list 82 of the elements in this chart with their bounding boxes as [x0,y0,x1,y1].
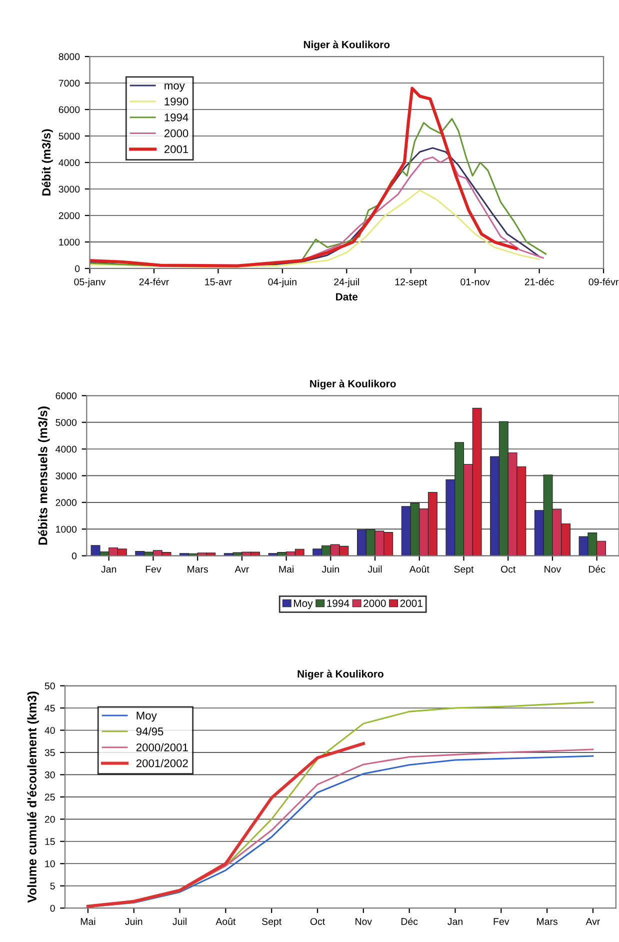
x-tick-label: 15-avr [205,278,232,286]
x-tick-label: Juil [172,918,186,925]
x-tick-label: Juin [322,566,339,573]
y-tick-label: 2000 [56,499,77,506]
legend-label: Moy [136,712,157,722]
x-tick-label: 12-sept [395,278,428,288]
y-tick-label: 6000 [56,392,77,400]
y-axis-title: Volume cumulé d'écoulement (km3) [27,692,39,903]
y-tick-label: 0 [75,265,80,272]
x-tick-label: Fev [146,566,162,573]
y-tick-label: 8000 [58,53,80,60]
x-tick-label: Juil [368,566,382,573]
legend-label: 2000 [164,129,188,138]
y-tick-label: 1000 [56,526,77,533]
line-series [86,742,365,908]
x-tick-label: Nov [356,918,372,925]
y-axis-title: Débits mensuels (m3/s) [38,406,50,545]
x-tick-label: Déc [401,918,418,925]
x-tick-label: 05-janv [74,278,106,288]
x-tick-label: 04-juin [268,278,296,288]
y-tick-label: 40 [44,726,55,734]
legend-label: 1994 [164,113,188,122]
line-series [90,190,540,268]
y-axis-title: Débit (m3/s) [42,129,53,196]
chart-title: Niger à Koulikoro [304,40,390,50]
y-tick-label: 50 [44,682,55,690]
legend-label: 2001 [164,145,188,154]
y-tick-label: 4000 [58,159,80,166]
chart-title: Niger à Koulikoro [298,670,384,680]
x-tick-label: 21-déc [524,278,554,286]
x-tick-label: 24-juil [334,278,359,288]
y-tick-label: 2000 [58,212,80,220]
x-tick-label: Sept [262,918,282,927]
x-tick-label: Août [409,565,430,573]
y-tick-label: 30 [44,771,55,778]
x-tick-label: Août [216,918,236,925]
legend-label: moy [164,83,185,92]
x-tick-label: Jan [101,566,116,573]
x-tick-label: 09-févr [588,278,618,286]
y-tick-label: 15 [45,838,55,846]
x-tick-label: Déc [588,565,606,573]
x-tick-label: Avr [586,918,600,925]
y-tick-label: 10 [45,860,55,868]
y-tick-label: 1000 [59,238,80,246]
y-tick-label: 20 [44,816,55,823]
y-tick-label: 3000 [58,186,80,193]
x-tick-label: Fev [494,918,510,925]
legend-label: 1990 [164,98,188,106]
y-tick-label: 5000 [56,419,77,426]
x-tick-label: Mai [80,918,96,925]
y-tick-label: 45 [44,704,55,712]
y-tick-label: 25 [44,794,55,801]
x-tick-label: Sept [454,566,474,575]
x-tick-label: Avr [234,566,249,573]
x-tick-label: 01-nov [460,278,490,286]
legend-label: 2001 [400,600,422,607]
legend-label: 2000/2001 [136,743,188,752]
x-tick-label: Nov [544,566,562,573]
legend-label: 1994 [327,600,350,607]
chart-title: Niger à Koulikoro [310,380,396,390]
legend-label: Moy [294,600,313,610]
legend-label: 2001/2002 [136,759,188,768]
x-tick-label: 24-févr [139,278,169,286]
y-tick-label: 0 [50,904,55,912]
y-tick-label: 0 [72,552,77,560]
x-tick-label: Juin [125,918,142,925]
x-tick-label: Mai [279,566,294,573]
x-tick-label: Mars [188,566,208,573]
y-tick-label: 5 [50,882,55,890]
y-tick-label: 35 [44,749,55,756]
x-tick-label: Jan [448,918,462,925]
y-tick-label: 4000 [56,446,77,453]
y-tick-label: 6000 [58,106,80,114]
y-tick-label: 5000 [58,132,80,140]
x-axis-title: Date [336,293,358,300]
y-tick-label: 7000 [58,80,80,87]
x-tick-label: Oct [500,566,516,573]
x-tick-label: Oct [310,918,325,925]
legend-label: 94/95 [136,727,164,736]
legend-label: 2000 [364,600,386,607]
y-tick-label: 3000 [56,472,77,480]
x-tick-label: Mars [537,918,558,925]
